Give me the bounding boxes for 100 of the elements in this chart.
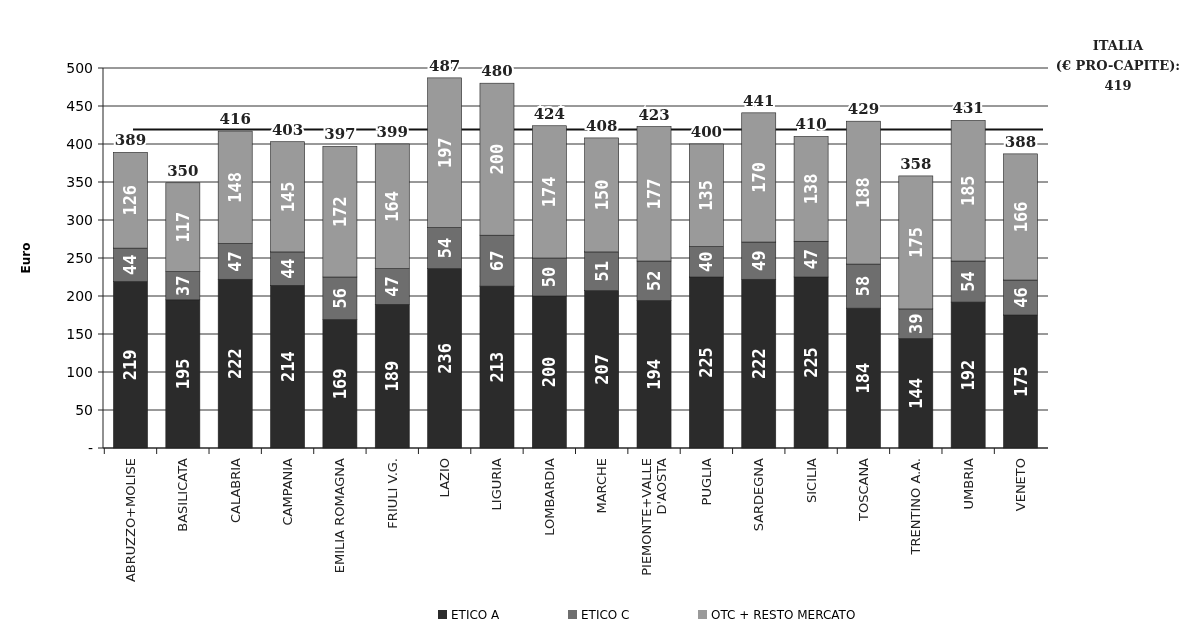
x-tick-label: SARDEGNA xyxy=(751,457,767,532)
data-label: 169 xyxy=(329,368,350,400)
data-label: 47 xyxy=(382,276,403,297)
y-tick-label: - xyxy=(87,440,93,456)
data-label: 194 xyxy=(644,358,665,390)
total-label: 429 xyxy=(847,100,880,119)
data-label: 175 xyxy=(905,227,926,258)
data-label: 47 xyxy=(801,248,822,270)
x-tick-label: FRIULI V.G. xyxy=(384,458,400,529)
x-tick-label: MARCHE xyxy=(594,458,610,514)
total-label: 410 xyxy=(795,115,827,134)
total-label: 431 xyxy=(952,99,984,118)
total-label: 397 xyxy=(324,125,356,144)
data-label: 189 xyxy=(382,360,403,392)
total-label: 350 xyxy=(167,161,199,180)
y-tick-label: 450 xyxy=(66,98,93,114)
data-label: 51 xyxy=(591,261,612,282)
x-tick-label: ABRUZZO+MOLISE xyxy=(122,458,138,583)
x-tick-label: CAMPANIA xyxy=(280,457,296,526)
y-tick-label: 100 xyxy=(66,364,93,380)
data-label: 225 xyxy=(801,347,822,378)
data-label: 192 xyxy=(958,359,979,391)
data-label: 54 xyxy=(434,237,455,259)
data-label: 197 xyxy=(434,137,455,169)
y-tick-label: 250 xyxy=(66,250,93,266)
data-label: 200 xyxy=(539,356,560,388)
total-label: 389 xyxy=(114,131,147,150)
data-label: 222 xyxy=(225,348,246,379)
data-label: 225 xyxy=(696,347,717,378)
x-tick-label: TOSCANA xyxy=(855,457,871,523)
total-label: 388 xyxy=(1004,132,1037,151)
data-label: 67 xyxy=(486,250,507,271)
data-label: 144 xyxy=(905,377,926,409)
data-label: 164 xyxy=(382,190,403,222)
total-label: 423 xyxy=(638,105,670,124)
data-label: 148 xyxy=(225,171,246,203)
data-label: 117 xyxy=(172,211,193,243)
x-tick-label: PIEMONTE+VALLE D'AOSTA xyxy=(639,457,670,576)
legend-label: ETICO C xyxy=(581,608,630,622)
data-label: 177 xyxy=(644,178,665,210)
data-label: 195 xyxy=(172,358,193,390)
legend-label: ETICO A xyxy=(451,608,501,622)
x-tick-label: UMBRIA xyxy=(960,457,976,510)
data-label: 138 xyxy=(801,173,822,205)
x-tick-label: CALABRIA xyxy=(227,457,243,524)
total-label: 358 xyxy=(900,154,932,173)
data-label: 44 xyxy=(277,258,298,279)
x-tick-label: BASILICATA xyxy=(175,457,191,532)
data-label: 236 xyxy=(434,342,455,374)
data-label: 145 xyxy=(277,181,298,213)
data-label: 126 xyxy=(120,184,141,216)
data-label: 47 xyxy=(225,251,246,272)
data-label: 135 xyxy=(696,179,717,211)
x-tick-label: EMILIA ROMAGNA xyxy=(332,457,348,574)
data-label: 39 xyxy=(905,313,926,334)
y-axis-title: Euro xyxy=(19,242,33,274)
y-tick-label: 300 xyxy=(66,212,93,228)
x-tick-label: TRENTINO A.A. xyxy=(908,458,924,556)
data-label: 175 xyxy=(1010,366,1031,397)
y-tick-label: 150 xyxy=(66,326,93,342)
total-label: 416 xyxy=(219,110,251,129)
data-label: 40 xyxy=(696,251,717,273)
y-tick-label: 200 xyxy=(66,288,93,304)
data-label: 188 xyxy=(853,177,874,208)
total-label: 441 xyxy=(743,91,775,110)
data-label: 213 xyxy=(486,351,507,383)
y-tick-label: 350 xyxy=(66,174,93,190)
data-label: 54 xyxy=(958,271,979,292)
total-label: 424 xyxy=(533,104,565,123)
data-label: 52 xyxy=(644,270,665,292)
data-label: 46 xyxy=(1010,287,1031,308)
y-tick-label: 50 xyxy=(75,402,93,418)
data-label: 185 xyxy=(958,175,979,207)
data-label: 174 xyxy=(539,176,560,208)
x-tick-label: LAZIO xyxy=(437,458,453,498)
data-label: 222 xyxy=(748,348,769,379)
ref-line-label: ITALIA (€ PRO-CAPITE): 419 xyxy=(1055,38,1181,93)
data-label: 58 xyxy=(853,275,874,297)
data-label: 207 xyxy=(591,353,612,385)
data-label: 44 xyxy=(120,254,141,276)
legend-label: OTC + RESTO MERCATO xyxy=(711,608,856,622)
total-label: 480 xyxy=(481,62,513,81)
data-label: 172 xyxy=(329,196,350,227)
y-tick-label: 500 xyxy=(66,60,93,76)
data-label: 56 xyxy=(329,288,350,309)
data-label: 150 xyxy=(591,179,612,211)
y-tick-label: 400 xyxy=(66,136,93,152)
data-label: 166 xyxy=(1010,201,1031,233)
x-tick-label: LOMBARDIA xyxy=(541,457,557,536)
data-label: 200 xyxy=(486,143,507,175)
data-label: 49 xyxy=(748,250,769,271)
data-label: 170 xyxy=(748,162,769,193)
x-tick-label: LIGURIA xyxy=(489,457,505,511)
x-tick-label: PUGLIA xyxy=(698,457,714,506)
x-tick-label: SICILIA xyxy=(803,457,819,503)
data-label: 219 xyxy=(120,349,141,381)
total-label: 487 xyxy=(428,56,461,75)
x-tick-label: VENETO xyxy=(1013,458,1029,512)
data-label: 184 xyxy=(853,362,874,394)
data-label: 37 xyxy=(172,275,193,296)
